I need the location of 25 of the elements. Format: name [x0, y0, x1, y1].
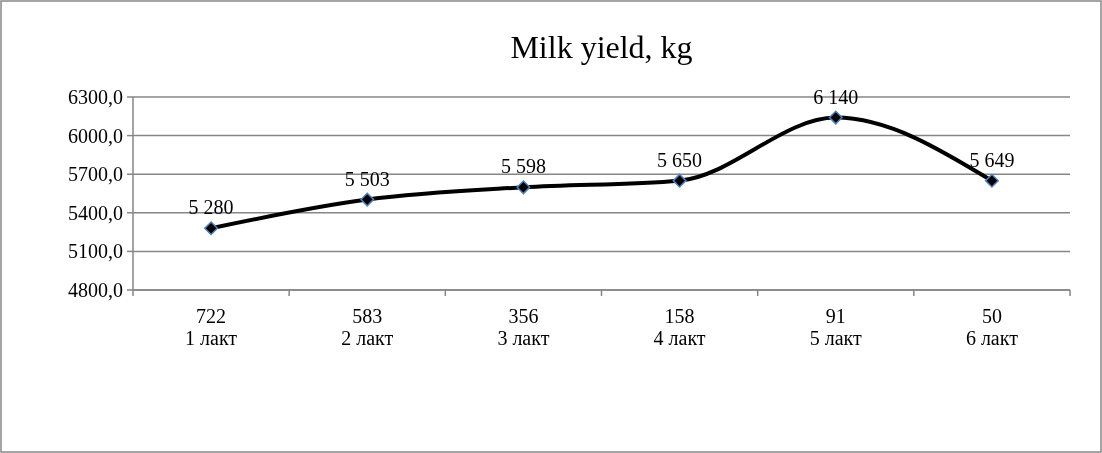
- data-label: 5 598: [500, 155, 546, 178]
- y-tick-label: 4800,0: [68, 279, 123, 301]
- chart-title: Milk yield, kg: [510, 29, 693, 65]
- y-tick-label: 6000,0: [68, 124, 123, 147]
- data-label: 5 649: [969, 148, 1015, 171]
- point: [828, 110, 843, 125]
- point: [516, 180, 531, 195]
- y-tick-label: 5100,0: [68, 240, 123, 263]
- x-tick-label: 583 2 лакт: [341, 305, 394, 349]
- x-tick-label: 356 3 лакт: [497, 305, 550, 349]
- data-label: 5 650: [657, 148, 703, 171]
- point: [984, 173, 999, 188]
- y-tick-label: 5700,0: [68, 163, 123, 186]
- data-label: 5 503: [344, 167, 390, 190]
- x-tick-label: 158 4 лакт: [653, 305, 706, 349]
- x-tick-label: 50 6 лакт: [965, 305, 1019, 349]
- x-tick-label: 91 5 лакт: [809, 305, 863, 349]
- point: [204, 221, 219, 236]
- y-tick-label: 6300,0: [68, 86, 123, 108]
- point: [672, 173, 687, 188]
- point: [360, 192, 375, 207]
- y-tick-label: 5400,0: [68, 201, 123, 224]
- data-label: 6 140: [813, 85, 859, 108]
- data-label: 5 280: [188, 196, 234, 219]
- x-tick-label: 722 1 лакт: [185, 305, 238, 349]
